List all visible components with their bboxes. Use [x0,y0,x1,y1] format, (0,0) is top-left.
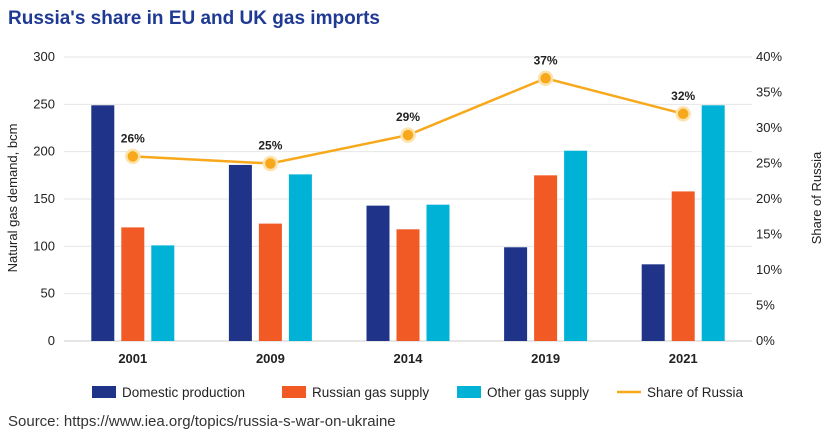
bar-domestic-production [366,205,390,341]
bar-domestic-production [504,247,528,341]
bar-domestic-production [91,105,115,341]
legend: Domestic production Russian gas supply Oth… [92,385,744,400]
source-note: Source: https://www.iea.org/topics/russi… [8,413,396,430]
y2-tick-label: 35% [756,85,782,100]
share-data-label: 32% [671,89,695,103]
y-tick-label: 200 [33,144,55,159]
x-tick-label: 2009 [256,351,285,366]
bar-other-gas-supply [564,150,588,341]
y2-tick-label: 40% [756,49,782,64]
y2-axis-title: Share of Russia [809,151,824,244]
y2-tick-label: 0% [756,333,775,348]
share-data-label: 26% [121,131,145,145]
y2-tick-label: 20% [756,191,782,206]
y2-tick-label: 30% [756,120,782,135]
bar-russian-gas-supply [121,227,145,341]
x-tick-label: 2001 [118,351,147,366]
bar-other-gas-supply [151,245,175,341]
bar-russian-gas-supply [258,223,282,341]
bar-russian-gas-supply [671,191,695,341]
x-tick-label: 2014 [394,351,424,366]
legend-label: Russian gas supply [312,385,429,400]
y-tick-label: 300 [33,49,55,64]
y2-tick-label: 5% [756,298,775,313]
bar-other-gas-supply [426,204,450,341]
y2-tick-label: 15% [756,227,782,242]
y2-tick-label: 25% [756,156,782,171]
bar-other-gas-supply [288,174,312,341]
bar-russian-gas-supply [396,229,420,341]
x-tick-label: 2021 [669,351,698,366]
bar-domestic-production [228,164,252,341]
legend-swatch [92,386,116,398]
bars [91,105,725,341]
share-data-label: 37% [534,53,558,67]
share-line: 26% 25% 29% 37% 32% [121,53,696,172]
legend-label: Other gas supply [487,385,589,400]
share-point [400,127,416,143]
legend-swatch [457,386,481,398]
share-point [675,106,691,122]
y-tick-label: 0 [48,333,55,348]
share-point [125,148,141,165]
y-axis-title: Natural gas demand, bcm [5,124,20,273]
bar-domestic-production [641,264,665,341]
y-tick-label: 100 [33,238,55,253]
axes: 0 50 100 150 200 250 300 0% 5% 10% 15% 20% 25% 30% 35%… [33,49,782,366]
legend-swatch [282,386,306,398]
y-tick-label: 150 [33,191,55,206]
bar-other-gas-supply [701,105,725,341]
share-point [537,70,554,87]
y-tick-label: 50 [41,286,55,301]
legend-label: Share of Russia [647,385,744,400]
share-data-label: 25% [258,139,282,153]
y-tick-label: 250 [33,96,55,111]
legend-label: Domestic production [122,385,245,400]
x-tick-label: 2019 [531,351,560,366]
chart-title: Russia's share in EU and UK gas imports [8,8,380,29]
share-data-label: 29% [396,110,420,124]
y2-tick-label: 10% [756,262,782,277]
bar-russian-gas-supply [534,175,558,341]
share-point [262,155,279,172]
